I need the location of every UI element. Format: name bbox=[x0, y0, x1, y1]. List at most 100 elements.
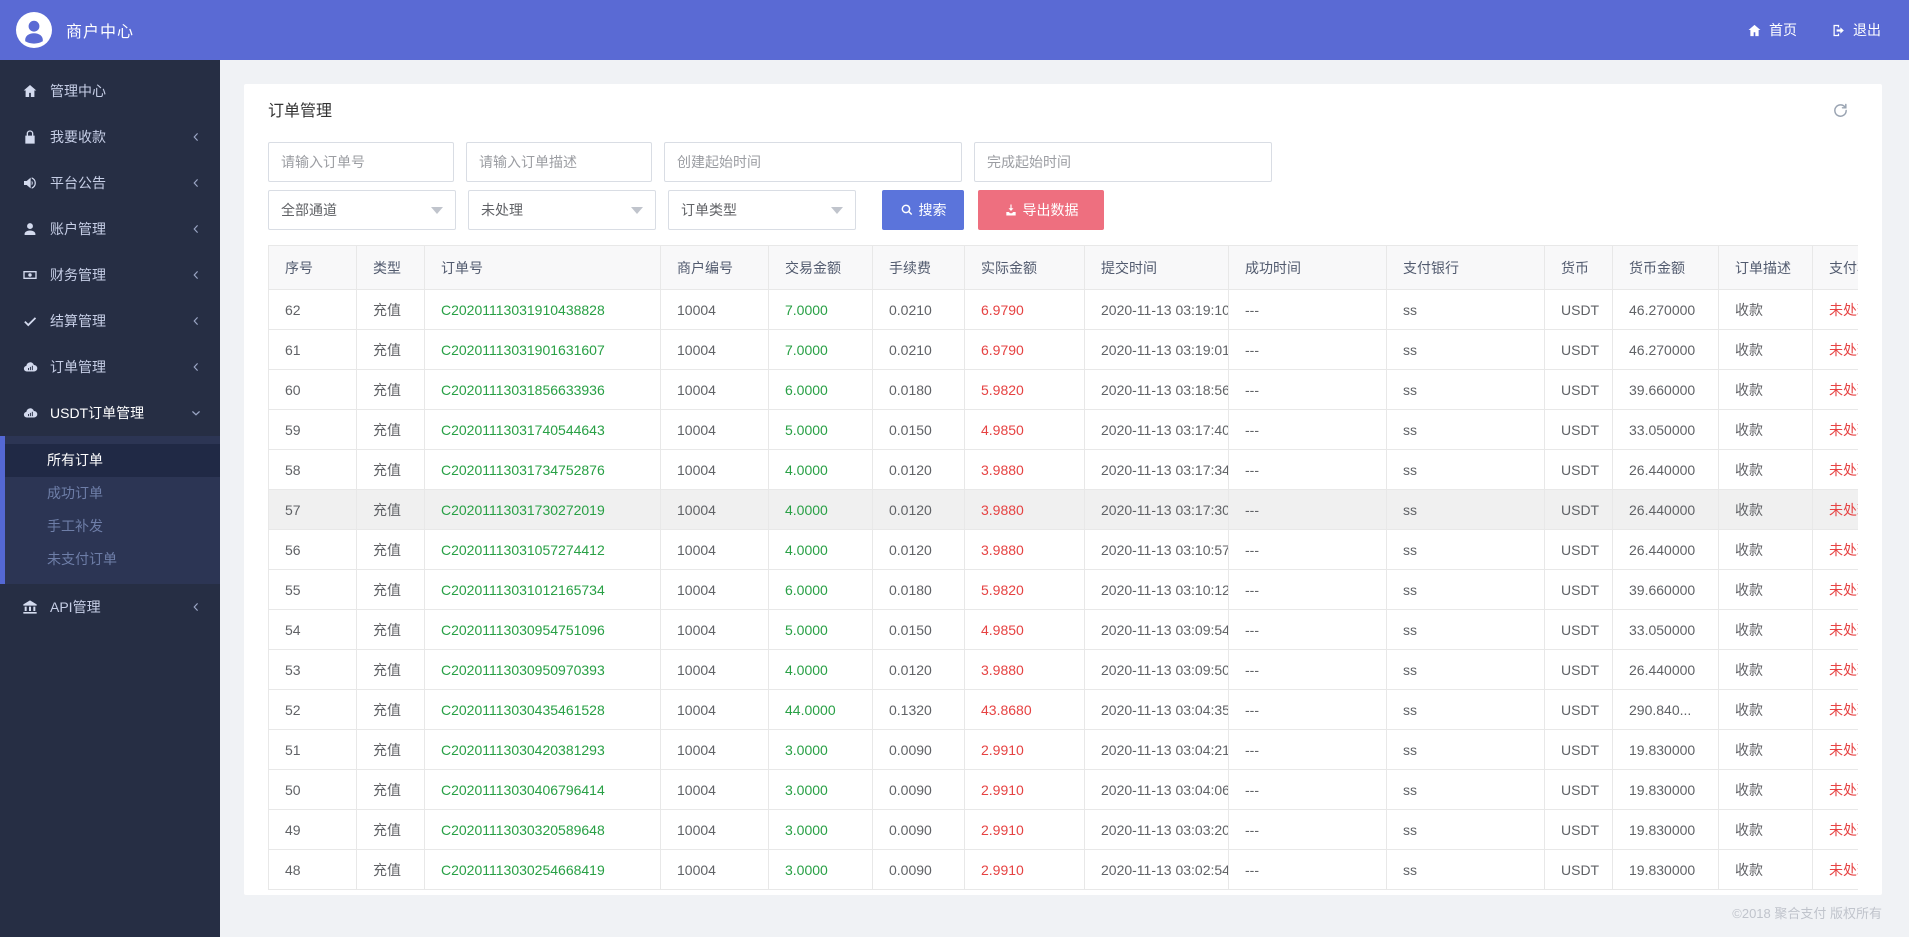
sidebar-item[interactable]: 结算管理 bbox=[0, 298, 220, 344]
cell-currency: USDT bbox=[1544, 769, 1613, 810]
column-header: 序号 bbox=[268, 245, 357, 290]
sidebar-subitem[interactable]: 成功订单 bbox=[47, 485, 103, 501]
cell-status: 未处理 bbox=[1812, 449, 1858, 490]
nav-logout-label: 退出 bbox=[1853, 22, 1881, 38]
cell-submit-time: 2020-11-13 03:04:35 bbox=[1084, 689, 1229, 730]
cell-currency-amount: 19.830000 bbox=[1612, 729, 1719, 770]
create-start-time-input[interactable] bbox=[664, 142, 962, 182]
cell-status: 未处理 bbox=[1812, 569, 1858, 610]
cell-desc: 收款 bbox=[1718, 729, 1813, 770]
cell-seq: 53 bbox=[268, 649, 357, 690]
order-no-input[interactable] bbox=[268, 142, 454, 182]
avatar bbox=[16, 12, 52, 48]
column-header: 成功时间 bbox=[1228, 245, 1387, 290]
cell-merchant: 10004 bbox=[660, 769, 769, 810]
refresh-icon[interactable] bbox=[1832, 102, 1850, 120]
nav-logout[interactable]: 退出 bbox=[1831, 20, 1881, 40]
cell-submit-time: 2020-11-13 03:02:54 bbox=[1084, 849, 1229, 890]
cell-success-time: --- bbox=[1228, 329, 1387, 370]
sidebar-subitem[interactable]: 手工补发 bbox=[47, 518, 103, 534]
column-header: 货币金额 bbox=[1612, 245, 1719, 290]
cell-bank: ss bbox=[1386, 329, 1545, 370]
cell-merchant: 10004 bbox=[660, 689, 769, 730]
sidebar-menu: 管理中心 我要收款 平台公告 账户管理 财务管理 结算管理 订单管理 USDT订单管理 所有订单… bbox=[0, 60, 220, 630]
bank-icon bbox=[22, 599, 38, 615]
user-icon bbox=[22, 221, 38, 237]
cell-fee: 0.0090 bbox=[872, 809, 965, 850]
check-icon bbox=[22, 313, 38, 329]
cell-currency-amount: 46.270000 bbox=[1612, 329, 1719, 370]
cell-actual: 2.9910 bbox=[964, 849, 1085, 890]
cell-type: 充值 bbox=[356, 649, 425, 690]
finish-start-time-input[interactable] bbox=[974, 142, 1272, 182]
cell-merchant: 10004 bbox=[660, 729, 769, 770]
export-data-button[interactable]: 导出数据 bbox=[978, 190, 1104, 230]
cell-currency-amount: 26.440000 bbox=[1612, 449, 1719, 490]
order-type-select[interactable]: 订单类型 bbox=[668, 190, 856, 230]
nav-home[interactable]: 首页 bbox=[1747, 20, 1797, 40]
channel-select[interactable]: 全部通道 bbox=[268, 190, 456, 230]
cell-currency: USDT bbox=[1544, 489, 1613, 530]
cell-fee: 0.0150 bbox=[872, 609, 965, 650]
cell-currency: USDT bbox=[1544, 809, 1613, 850]
cell-seq: 49 bbox=[268, 809, 357, 850]
sidebar-item[interactable]: 财务管理 bbox=[0, 252, 220, 298]
home-icon bbox=[22, 83, 38, 99]
sidebar-item[interactable]: USDT订单管理 bbox=[0, 390, 220, 436]
sidebar-submenu: 所有订单成功订单手工补发未支付订单 bbox=[0, 436, 220, 584]
topbar-nav: 首页 退出 bbox=[1713, 20, 1909, 40]
status-select[interactable]: 未处理 bbox=[468, 190, 656, 230]
sidebar-subitem[interactable]: 未支付订单 bbox=[47, 551, 117, 567]
order-management-card: 订单管理 全部通道 未处理 订单类型 搜索 bbox=[244, 84, 1882, 895]
cell-type: 充值 bbox=[356, 689, 425, 730]
cell-currency-amount: 19.830000 bbox=[1612, 809, 1719, 850]
chevron-left-icon bbox=[190, 269, 202, 281]
cell-currency: USDT bbox=[1544, 689, 1613, 730]
cell-success-time: --- bbox=[1228, 369, 1387, 410]
sidebar-subitem[interactable]: 所有订单 bbox=[5, 444, 220, 477]
cell-merchant: 10004 bbox=[660, 409, 769, 450]
sidebar-item[interactable]: 账户管理 bbox=[0, 206, 220, 252]
cell-status: 未处理 bbox=[1812, 529, 1858, 570]
table-row: 52 充值 C20201113030435461528 10004 44.0000 0.1… bbox=[268, 689, 1858, 730]
cell-submit-time: 2020-11-13 03:10:12 bbox=[1084, 569, 1229, 610]
cell-seq: 52 bbox=[268, 689, 357, 730]
sidebar-item-label: 管理中心 bbox=[50, 83, 106, 99]
sidebar-item[interactable]: 平台公告 bbox=[0, 160, 220, 206]
cell-seq: 51 bbox=[268, 729, 357, 770]
sidebar-item[interactable]: 我要收款 bbox=[0, 114, 220, 160]
order-desc-input[interactable] bbox=[466, 142, 652, 182]
cell-order-no: C20201113030954751096 bbox=[424, 609, 661, 650]
cell-merchant: 10004 bbox=[660, 489, 769, 530]
table-row: 51 充值 C20201113030420381293 10004 3.0000 0.00… bbox=[268, 729, 1858, 770]
cell-actual: 3.9880 bbox=[964, 449, 1085, 490]
sidebar-item[interactable]: API管理 bbox=[0, 584, 220, 630]
sidebar-item[interactable]: 管理中心 bbox=[0, 68, 220, 114]
cell-fee: 0.0210 bbox=[872, 329, 965, 370]
cell-amount: 6.0000 bbox=[768, 569, 873, 610]
copyright-text: ©2018 聚合支付 版权所有 bbox=[1732, 906, 1882, 921]
cell-merchant: 10004 bbox=[660, 569, 769, 610]
cell-amount: 7.0000 bbox=[768, 329, 873, 370]
table-row: 61 充值 C20201113031901631607 10004 7.0000 0.02… bbox=[268, 329, 1858, 370]
cell-amount: 4.0000 bbox=[768, 649, 873, 690]
cell-order-no: C20201113030950970393 bbox=[424, 649, 661, 690]
cell-submit-time: 2020-11-13 03:04:21 bbox=[1084, 729, 1229, 770]
chevron-down-icon bbox=[190, 407, 202, 419]
cell-amount: 4.0000 bbox=[768, 529, 873, 570]
sidebar-item[interactable]: 订单管理 bbox=[0, 344, 220, 390]
cell-seq: 55 bbox=[268, 569, 357, 610]
chevron-left-icon bbox=[190, 361, 202, 373]
cell-desc: 收款 bbox=[1718, 849, 1813, 890]
cell-status: 未处理 bbox=[1812, 689, 1858, 730]
main-content: 订单管理 全部通道 未处理 订单类型 搜索 bbox=[220, 60, 1909, 937]
cell-submit-time: 2020-11-13 03:17:34 bbox=[1084, 449, 1229, 490]
search-button[interactable]: 搜索 bbox=[882, 190, 964, 230]
cell-currency: USDT bbox=[1544, 849, 1613, 890]
cell-actual: 5.9820 bbox=[964, 369, 1085, 410]
cell-currency: USDT bbox=[1544, 369, 1613, 410]
cell-merchant: 10004 bbox=[660, 289, 769, 330]
brand-title: 商户中心 bbox=[66, 24, 135, 41]
lock-icon bbox=[22, 129, 38, 145]
cell-currency: USDT bbox=[1544, 409, 1613, 450]
